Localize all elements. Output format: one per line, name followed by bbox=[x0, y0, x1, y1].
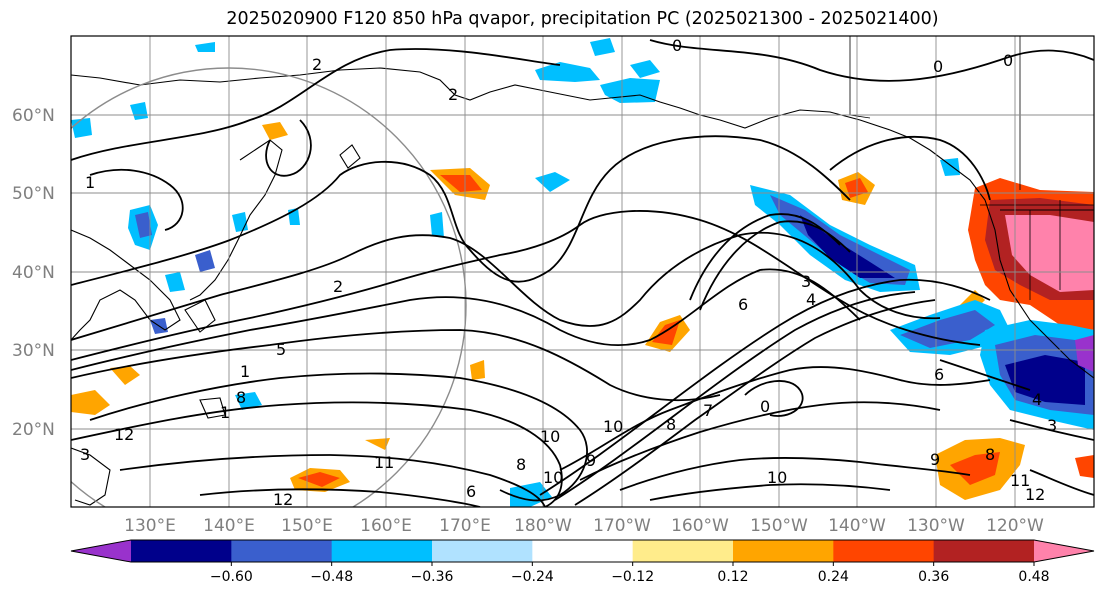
contour-label: 9 bbox=[930, 450, 940, 469]
map-background bbox=[71, 36, 1094, 507]
lat-label: 20°N bbox=[12, 420, 55, 440]
contour-label: 1 bbox=[220, 403, 230, 422]
contour-label: 4 bbox=[806, 290, 816, 309]
map-frame bbox=[70, 35, 1095, 508]
contour-label: 8 bbox=[516, 455, 526, 474]
map-title: 2025020900 F120 850 hPa qvapor, precipit… bbox=[226, 9, 939, 29]
colorbar-tick-label: −0.48 bbox=[310, 569, 353, 585]
colorbar-extend-high bbox=[1034, 540, 1094, 562]
colorbar bbox=[70, 539, 1095, 563]
qvapor-contours bbox=[71, 39, 1094, 507]
colorbar-segment bbox=[733, 540, 834, 562]
contour-label: 3 bbox=[1047, 416, 1057, 435]
contour-label: 11 bbox=[1010, 471, 1030, 490]
contour-label: 2 bbox=[333, 277, 343, 296]
lon-label: 160°E bbox=[360, 516, 412, 536]
lon-label: 130°W bbox=[907, 516, 965, 536]
lat-label: 60°N bbox=[12, 106, 55, 126]
colorbar-tick-label: 0.24 bbox=[818, 569, 849, 585]
colorbar-segment bbox=[231, 540, 333, 562]
lon-label: 140°W bbox=[828, 516, 886, 536]
contour-label: 6 bbox=[466, 482, 476, 501]
contour-label: 0 bbox=[760, 397, 770, 416]
colorbar-tick-label: −0.36 bbox=[411, 569, 454, 585]
colorbar-segment bbox=[131, 540, 232, 562]
lon-label: 170°W bbox=[593, 516, 651, 536]
reference-circle bbox=[71, 67, 467, 507]
colorbar-tick-label: −0.12 bbox=[611, 569, 654, 585]
contour-label: 8 bbox=[666, 415, 676, 434]
contour-label: 3 bbox=[80, 445, 90, 464]
lat-label: 40°N bbox=[12, 263, 55, 283]
contour-label: 10 bbox=[543, 468, 563, 487]
lon-label: 150°E bbox=[281, 516, 333, 536]
contour-label: 12 bbox=[273, 490, 293, 509]
lon-label: 130°E bbox=[124, 516, 176, 536]
colorbar-segment bbox=[833, 540, 935, 562]
contour-label: 12 bbox=[1025, 485, 1045, 504]
lat-label: 30°N bbox=[12, 341, 55, 361]
contour-label: 9 bbox=[586, 451, 596, 470]
contour-label: 6 bbox=[738, 295, 748, 314]
colorbar-segment bbox=[432, 540, 533, 562]
colorbar-outline bbox=[70, 539, 1095, 563]
colorbar-segment bbox=[632, 540, 734, 562]
contour-label: 12 bbox=[114, 425, 134, 444]
contour-label: 5 bbox=[276, 340, 286, 359]
longitude-labels: 130°E 140°E 150°E 160°E 170°E 180°W 170°… bbox=[124, 516, 1044, 536]
contour-labels: 0 0 0 2 2 1 2 5 1 8 1 12 3 11 12 6 10 8 … bbox=[80, 36, 1057, 509]
contour-label: 1 bbox=[85, 173, 95, 192]
contour-label: 0 bbox=[933, 57, 943, 76]
precip-shading bbox=[71, 38, 1094, 507]
contour-label: 10 bbox=[540, 427, 560, 446]
contour-label: 8 bbox=[985, 445, 995, 464]
colorbar-segment bbox=[331, 540, 433, 562]
contour-label: 11 bbox=[374, 453, 394, 472]
lon-label: 160°W bbox=[671, 516, 729, 536]
contour-label: 10 bbox=[603, 417, 623, 436]
colorbar-tick-label: 0.48 bbox=[1018, 569, 1049, 585]
contour-label: 2 bbox=[312, 55, 322, 74]
contour-label: 4 bbox=[1032, 390, 1042, 409]
contour-label: 7 bbox=[703, 401, 713, 420]
gridlines bbox=[71, 36, 1094, 507]
contour-label: 2 bbox=[448, 85, 458, 104]
contour-label: 1 bbox=[240, 362, 250, 381]
contour-label: 0 bbox=[672, 36, 682, 55]
colorbar-tick-label: −0.24 bbox=[511, 569, 554, 585]
lon-label: 180°W bbox=[514, 516, 572, 536]
colorbar-extend-low bbox=[71, 540, 131, 562]
colorbar-tick-label: 0.12 bbox=[717, 569, 748, 585]
lon-label: 150°W bbox=[750, 516, 808, 536]
colorbar-segment bbox=[532, 540, 634, 562]
contour-label: 3 bbox=[801, 272, 811, 291]
contour-label: 6 bbox=[934, 365, 944, 384]
lon-label: 140°E bbox=[203, 516, 255, 536]
colorbar-segment bbox=[933, 540, 1035, 562]
contour-label: 10 bbox=[767, 468, 787, 487]
colorbar-ticks: −0.60 −0.48 −0.36 −0.24 −0.12 0.12 0.24 0.36 0.4… bbox=[210, 562, 1050, 585]
latitude-labels: 60°N 50°N 40°N 30°N 20°N bbox=[12, 106, 55, 440]
colorbar-tick-label: 0.36 bbox=[918, 569, 949, 585]
lat-label: 50°N bbox=[12, 184, 55, 204]
colorbar-tick-label: −0.60 bbox=[210, 569, 253, 585]
lon-label: 120°W bbox=[986, 516, 1044, 536]
lon-label: 170°E bbox=[439, 516, 491, 536]
contour-label: 0 bbox=[1003, 51, 1013, 70]
contour-label: 8 bbox=[236, 388, 246, 407]
